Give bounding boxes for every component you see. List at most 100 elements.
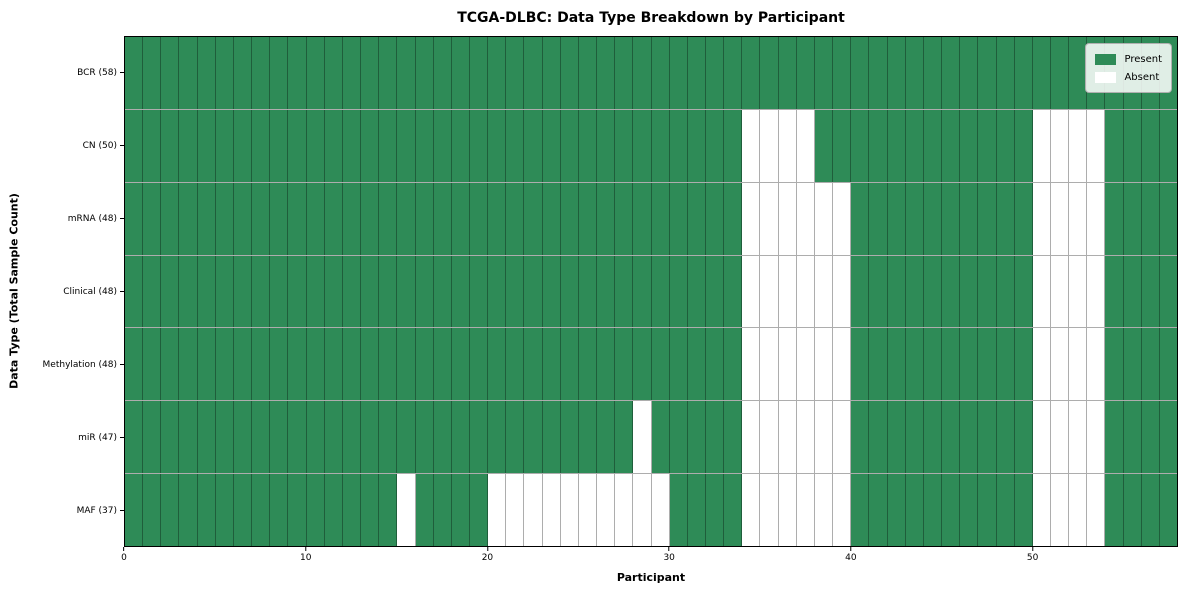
heatmap-cell-present: [578, 401, 598, 474]
heatmap-cell-present: [978, 37, 997, 109]
heatmap-cell-absent: [633, 474, 652, 547]
heatmap-cell-absent: [1050, 474, 1070, 547]
heatmap-cell-present: [233, 37, 253, 109]
heatmap-cell-present: [161, 474, 180, 547]
heatmap-cell-absent: [651, 474, 670, 547]
heatmap-cell-present: [179, 474, 198, 547]
heatmap-cell-present: [233, 328, 253, 401]
heatmap-cell-present: [869, 474, 888, 547]
heatmap-cell-present: [560, 182, 579, 255]
heatmap-cell-absent: [778, 109, 797, 182]
heatmap-row-Methylation: [125, 328, 1178, 402]
heatmap-cell-present: [814, 37, 834, 109]
heatmap-cell-present: [143, 474, 162, 547]
heatmap-cell-absent: [1069, 328, 1088, 401]
heatmap-cell-present: [197, 328, 216, 401]
x-tick: 30: [663, 547, 675, 563]
heatmap-cell-absent: [1087, 255, 1106, 328]
heatmap-cell-absent: [742, 109, 761, 182]
x-axis-tick-labels: 0 10 20 30 40 50: [121, 547, 1178, 567]
heatmap-cell-present: [960, 328, 979, 401]
heatmap-cell-present: [1159, 109, 1178, 182]
heatmap-cell-present: [415, 37, 434, 109]
heatmap-cell-present: [415, 401, 434, 474]
heatmap-cell-present: [887, 109, 906, 182]
heatmap-cell-present: [669, 328, 688, 401]
heatmap-cell-absent: [833, 255, 852, 328]
heatmap-cell-present: [597, 37, 616, 109]
heatmap-cell-present: [415, 182, 434, 255]
heatmap-cell-present: [179, 401, 198, 474]
heatmap-cell-present: [1014, 37, 1033, 109]
y-tick-mark: [120, 218, 124, 219]
heatmap-cell-present: [451, 255, 470, 328]
heatmap-cell-present: [651, 255, 670, 328]
heatmap-cell-present: [288, 255, 307, 328]
heatmap-cell-present: [905, 255, 924, 328]
heatmap-cell-present: [1159, 474, 1178, 547]
heatmap-cell-present: [1105, 109, 1124, 182]
heatmap-cell-present: [252, 255, 271, 328]
x-tick-mark: [850, 547, 852, 551]
heatmap-cell-present: [1014, 401, 1033, 474]
y-tick-label: Methylation (48): [42, 359, 117, 370]
heatmap-cell-present: [905, 182, 924, 255]
heatmap-cell-present: [197, 37, 216, 109]
heatmap-cell-present: [506, 255, 525, 328]
heatmap-cell-absent: [1032, 182, 1051, 255]
heatmap-cell-absent: [760, 109, 779, 182]
heatmap-cell-present: [524, 328, 543, 401]
heatmap-cell-absent: [742, 182, 761, 255]
heatmap-cell-present: [887, 255, 906, 328]
heatmap-cell-absent: [1050, 109, 1070, 182]
heatmap-cell-present: [578, 182, 598, 255]
heatmap-cell-present: [724, 474, 743, 547]
heatmap-cell-present: [942, 109, 961, 182]
heatmap-cell-present: [1141, 401, 1160, 474]
heatmap-cell-present: [978, 109, 997, 182]
heatmap-cell-absent: [1032, 328, 1051, 401]
heatmap-cell-present: [615, 182, 634, 255]
y-tick-label: Clinical (48): [63, 286, 117, 297]
heatmap-cell-present: [633, 109, 652, 182]
heatmap-cell-present: [669, 255, 688, 328]
heatmap-cell-present: [724, 109, 743, 182]
heatmap-cell-present: [469, 37, 489, 109]
x-tick: 50: [1027, 547, 1038, 563]
heatmap-cell-present: [706, 182, 725, 255]
heatmap-cell-present: [288, 474, 307, 547]
heatmap-cell-present: [560, 37, 579, 109]
heatmap-cell-present: [379, 474, 398, 547]
heatmap-cell-present: [687, 401, 706, 474]
heatmap-cell-present: [397, 328, 416, 401]
heatmap-cell-present: [560, 328, 579, 401]
heatmap-cell-present: [215, 328, 234, 401]
heatmap-cell-present: [270, 109, 289, 182]
heatmap-cell-present: [905, 474, 924, 547]
heatmap-cell-present: [197, 255, 216, 328]
heatmap-cell-present: [324, 474, 343, 547]
heatmap-cell-present: [379, 109, 398, 182]
heatmap-cell-absent: [760, 182, 779, 255]
heatmap-cell-absent: [760, 328, 779, 401]
heatmap-cell-present: [161, 328, 180, 401]
heatmap-cell-present: [125, 109, 144, 182]
heatmap-cell-present: [469, 401, 489, 474]
heatmap-cell-present: [669, 401, 688, 474]
heatmap-cell-present: [724, 255, 743, 328]
x-tick: 20: [482, 547, 493, 563]
heatmap-cell-present: [706, 37, 725, 109]
heatmap-cell-present: [996, 182, 1015, 255]
heatmap-cell-present: [1141, 255, 1160, 328]
heatmap-cell-present: [669, 182, 688, 255]
heatmap-cell-present: [996, 474, 1015, 547]
heatmap-cell-present: [342, 401, 362, 474]
heatmap-cell-present: [451, 109, 470, 182]
heatmap-cell-present: [215, 182, 234, 255]
y-axis-tick-labels: BCR (58) CN (50) mRNA (48) Clinical (48) Met…: [0, 36, 124, 547]
heatmap-cell-present: [996, 255, 1015, 328]
heatmap-cell-present: [342, 182, 362, 255]
heatmap-cell-present: [706, 328, 725, 401]
heatmap-cell-present: [397, 37, 416, 109]
